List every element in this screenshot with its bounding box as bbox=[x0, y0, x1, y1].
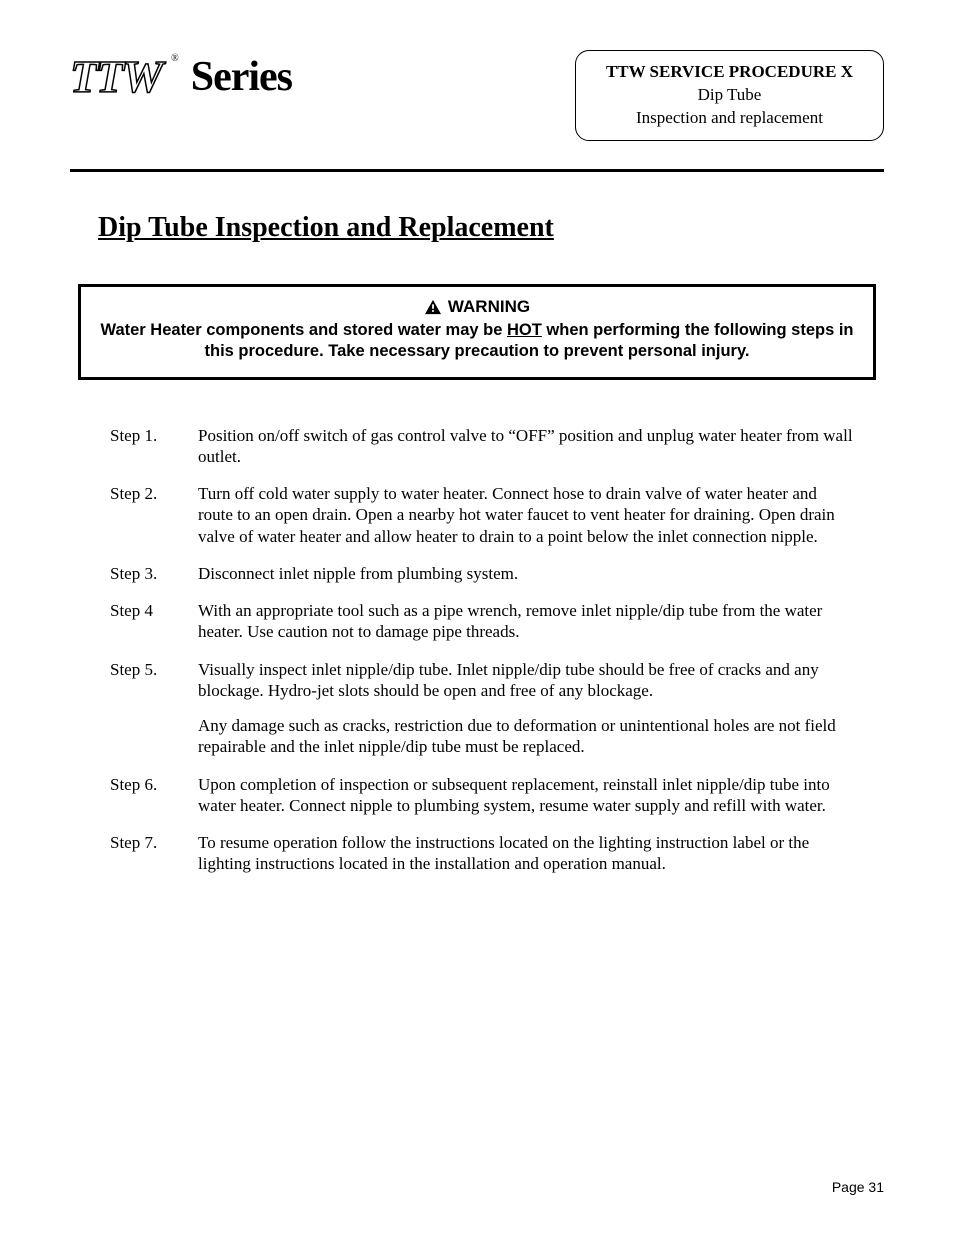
step-paragraph: Any damage such as cracks, restriction d… bbox=[198, 715, 854, 758]
logo-registered-mark: ® bbox=[171, 53, 179, 64]
step-label: Step 1. bbox=[110, 425, 172, 468]
warning-icon bbox=[424, 299, 442, 315]
step-label: Step 2. bbox=[110, 483, 172, 547]
procedure-box: TTW SERVICE PROCEDURE X Dip Tube Inspect… bbox=[575, 50, 884, 141]
step-body: Position on/off switch of gas control va… bbox=[198, 425, 854, 468]
logo-ttw-text: TTW bbox=[70, 50, 167, 103]
warning-box: WARNING Water Heater components and stor… bbox=[78, 284, 876, 380]
step-row: Step 1. Position on/off switch of gas con… bbox=[110, 425, 854, 468]
step-label: Step 7. bbox=[110, 832, 172, 875]
step-body: Disconnect inlet nipple from plumbing sy… bbox=[198, 563, 854, 584]
step-row: Step 3. Disconnect inlet nipple from plum… bbox=[110, 563, 854, 584]
warning-text-hot: HOT bbox=[507, 321, 542, 339]
step-label: Step 3. bbox=[110, 563, 172, 584]
step-body: To resume operation follow the instructi… bbox=[198, 832, 854, 875]
step-paragraph: Turn off cold water supply to water heat… bbox=[198, 483, 854, 547]
step-row: Step 2. Turn off cold water supply to wat… bbox=[110, 483, 854, 547]
page-number: Page 31 bbox=[832, 1179, 884, 1195]
step-paragraph: Position on/off switch of gas control va… bbox=[198, 425, 854, 468]
step-paragraph: To resume operation follow the instructi… bbox=[198, 832, 854, 875]
logo-series-text: Series bbox=[191, 53, 292, 101]
procedure-title: TTW SERVICE PROCEDURE X bbox=[606, 61, 853, 84]
brand-logo: TTW ® Series bbox=[70, 50, 292, 103]
warning-text: Water Heater components and stored water… bbox=[99, 320, 855, 363]
step-paragraph: Upon completion of inspection or subsequ… bbox=[198, 774, 854, 817]
step-row: Step 4 With an appropriate tool such as a… bbox=[110, 600, 854, 643]
page-title: Dip Tube Inspection and Replacement bbox=[98, 212, 884, 244]
step-row: Step 7. To resume operation follow the in… bbox=[110, 832, 854, 875]
warning-text-pre: Water Heater components and stored water… bbox=[100, 321, 507, 339]
steps-list: Step 1. Position on/off switch of gas con… bbox=[110, 425, 854, 875]
step-paragraph: Disconnect inlet nipple from plumbing sy… bbox=[198, 563, 854, 584]
step-label: Step 6. bbox=[110, 774, 172, 817]
header-rule bbox=[70, 169, 884, 172]
step-paragraph: With an appropriate tool such as a pipe … bbox=[198, 600, 854, 643]
warning-heading: WARNING bbox=[424, 297, 530, 317]
step-label: Step 4 bbox=[110, 600, 172, 643]
step-row: Step 5. Visually inspect inlet nipple/dip… bbox=[110, 659, 854, 758]
step-row: Step 6. Upon completion of inspection or … bbox=[110, 774, 854, 817]
step-paragraph: Visually inspect inlet nipple/dip tube. … bbox=[198, 659, 854, 702]
step-body: Upon completion of inspection or subsequ… bbox=[198, 774, 854, 817]
step-body: Turn off cold water supply to water heat… bbox=[198, 483, 854, 547]
step-body: With an appropriate tool such as a pipe … bbox=[198, 600, 854, 643]
step-body: Visually inspect inlet nipple/dip tube. … bbox=[198, 659, 854, 758]
page-header: TTW ® Series TTW SERVICE PROCEDURE X Dip … bbox=[70, 50, 884, 141]
warning-label: WARNING bbox=[448, 297, 530, 317]
procedure-subtitle-1: Dip Tube bbox=[606, 84, 853, 107]
procedure-subtitle-2: Inspection and replacement bbox=[606, 107, 853, 130]
step-label: Step 5. bbox=[110, 659, 172, 758]
